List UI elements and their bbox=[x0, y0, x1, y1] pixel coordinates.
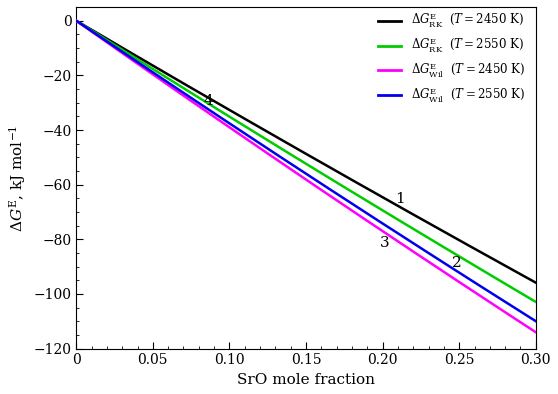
Text: 4: 4 bbox=[204, 94, 213, 108]
Text: 2: 2 bbox=[451, 256, 461, 270]
Text: 1: 1 bbox=[395, 192, 405, 206]
Y-axis label: $\Delta G^{\mathrm{E}}$, kJ mol$^{-1}$: $\Delta G^{\mathrm{E}}$, kJ mol$^{-1}$ bbox=[7, 124, 28, 232]
X-axis label: SrO mole fraction: SrO mole fraction bbox=[237, 373, 375, 387]
Legend: $\Delta G_{\mathrm{RK}}^{\mathrm{E}}$  $(T = 2450$ K$)$, $\Delta G_{\mathrm{RK}}: $\Delta G_{\mathrm{RK}}^{\mathrm{E}}$ $(… bbox=[373, 6, 530, 110]
Text: 3: 3 bbox=[379, 236, 389, 250]
